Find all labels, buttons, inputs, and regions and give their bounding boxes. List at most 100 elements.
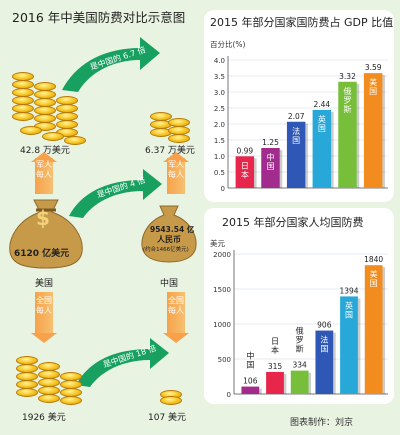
y-tick-label: 1500: [213, 286, 231, 294]
bar-shade: [357, 298, 361, 394]
bar: [266, 371, 284, 394]
bar-shade: [279, 150, 283, 188]
us-per-soldier-up-arrow: [35, 158, 53, 194]
y-tick-label: 3.0: [214, 89, 225, 97]
y-tick-label: 0.5: [214, 169, 225, 177]
cn-per-capita-tag: 全国每人: [168, 296, 184, 315]
bar: [340, 296, 358, 394]
cn-per-capita-value: 107 美元: [148, 413, 187, 423]
bar-shade: [356, 83, 360, 188]
bar-category-label: 俄罗斯: [344, 86, 352, 114]
capita-panel: 2015 年部分国家人均国防费 美元 0 500 1000 1500 2000 106 中国…: [204, 208, 394, 404]
gdp-panel-title: 2015 年部分国家国防费占 GDP 比值: [210, 16, 394, 29]
bar: [241, 386, 260, 394]
y-tick-label: 0: [221, 185, 225, 193]
y-tick-label: 1000: [213, 321, 231, 329]
gdp-bar-chart: 0 0.5 1.0 1.5 2.0 2.5 3.0 3.5 4.0 0.99 日本 1.25 中国 2.0…: [214, 56, 388, 193]
bar-category-label: 英国: [318, 114, 326, 133]
y-tick-label: 500: [218, 356, 231, 364]
bar-value-label: 3.32: [339, 72, 356, 81]
cn-total-line1: 9543.54 亿: [150, 225, 195, 234]
gdp-panel: 2015 年部分国家国防费占 GDP 比值 百分比(%) 0 0.5 1.0 1.5 2…: [204, 10, 394, 202]
bar-shade: [333, 332, 336, 394]
bottom-curved-arrow: [76, 338, 169, 387]
bar: [338, 81, 357, 188]
cn-per-soldier-up-arrow: [167, 158, 185, 194]
us-per-soldier-value: 42.8 万美元: [20, 146, 70, 156]
bar: [364, 265, 383, 394]
bar-shade: [382, 75, 385, 188]
y-tick-label: 4.0: [214, 57, 225, 65]
bar-category-label: 美国: [370, 269, 378, 288]
y-tick-label: 2000: [213, 251, 231, 259]
us-total-value: 6120 亿美元: [14, 249, 70, 259]
cn-down-arrowhead: [163, 333, 189, 343]
us-per-capita-tag: 全国每人: [36, 296, 52, 315]
bar-value-label: 906: [317, 321, 332, 330]
us-down-arrowhead: [31, 333, 57, 343]
bar-value-label: 2.44: [313, 100, 330, 109]
bar: [235, 156, 255, 188]
us-up-arrowhead: [31, 152, 57, 162]
cn-up-arrowhead: [163, 152, 189, 162]
y-tick-label: 2.0: [214, 121, 225, 129]
bar-value-label: 3.59: [365, 63, 382, 72]
y-tick-label: 1.0: [214, 153, 225, 161]
y-tick-label: 1.5: [214, 137, 225, 145]
bar-shade: [382, 267, 386, 394]
bar-shade: [331, 111, 334, 188]
bar-category-label: 中国: [246, 351, 254, 370]
bar-value-label: 0.99: [236, 146, 253, 155]
bar-value-label: 106: [243, 377, 258, 386]
bar-category-label: 法国: [320, 335, 328, 354]
bar: [312, 109, 332, 188]
us-money-bag-icon: [9, 199, 83, 269]
y-tick-label: 0: [227, 391, 231, 399]
capita-unit-label: 美元: [210, 239, 225, 248]
bar-shade: [308, 372, 312, 394]
cn-per-capita-down-arrow: [167, 292, 185, 334]
bar-value-label: 334: [293, 361, 308, 370]
bar-value-label: 1394: [339, 286, 358, 295]
bar-shade: [254, 158, 257, 188]
us-per-soldier-tag: 军人每人: [36, 160, 52, 179]
cn-per-soldier-value: 6.37 万美元: [145, 146, 195, 156]
cn-total-line2: 人民币: [157, 235, 181, 244]
bar-category-label: 中国: [267, 152, 275, 171]
bar: [261, 148, 280, 188]
top-curved-arrow: [62, 37, 160, 92]
chart-credit: 图表制作：刘京: [290, 418, 354, 428]
bar-category-label: 日本: [271, 337, 279, 355]
cn-total-line3: (约合1466亿美元): [143, 247, 189, 253]
us-label: 美国: [35, 279, 54, 289]
bar: [315, 330, 334, 394]
gdp-unit-label: 百分比(%): [210, 40, 246, 49]
middle-curved-arrow: [69, 169, 162, 218]
y-tick-label: 2.5: [214, 105, 225, 113]
cn-money-bag-icon: [141, 205, 197, 263]
cn-label: 中国: [160, 279, 179, 289]
bar-shade: [283, 373, 287, 394]
bar-category-label: 美国: [369, 77, 377, 96]
y-tick-label: 3.5: [214, 73, 225, 81]
bar: [363, 73, 383, 188]
bar-category-label: 英国: [345, 300, 353, 319]
bar: [290, 370, 309, 394]
bar-value-label: 315: [268, 362, 283, 371]
left-title: 2016 年中美国防费对比示意图: [12, 10, 186, 25]
capita-panel-title: 2015 年部分国家人均国防费: [222, 216, 364, 229]
bar-value-label: 1.25: [262, 138, 279, 147]
bar: [286, 121, 306, 188]
bar-value-label: 1840: [364, 255, 383, 264]
capita-bar-chart: 0 500 1000 1500 2000 106 中国 315 日本 334 俄罗斯 906 法国 139…: [213, 250, 388, 399]
dollar-sign-icon: $: [36, 206, 50, 230]
us-per-capita-down-arrow: [35, 292, 53, 334]
bar-shade: [305, 123, 308, 188]
bar-category-label: 俄罗斯: [296, 326, 304, 354]
bar-value-label: 2.07: [288, 112, 305, 121]
cn-per-soldier-tag: 军人每人: [168, 160, 184, 179]
bar-category-label: 法国: [292, 126, 300, 145]
bar-shade: [259, 388, 262, 394]
bar-category-label: 日本: [241, 161, 249, 179]
